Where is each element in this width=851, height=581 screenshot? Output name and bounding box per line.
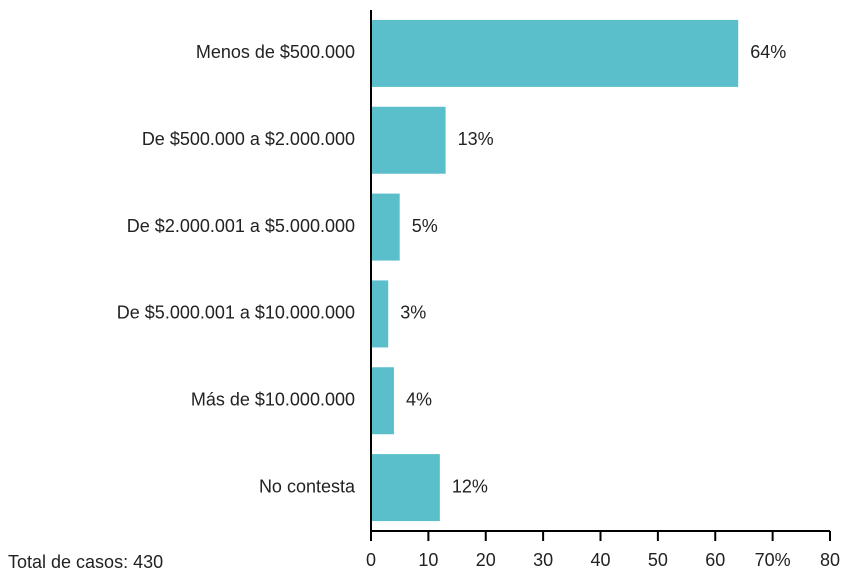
x-tick-label: 20 [476,550,496,570]
x-tick-label: 60 [705,550,725,570]
value-label: 64% [750,42,786,62]
bar [371,106,446,174]
bar [371,193,400,261]
x-tick-label: 70% [755,550,791,570]
value-label: 4% [406,390,432,410]
bar [371,280,389,348]
value-label: 13% [458,129,494,149]
x-tick-label: 10 [418,550,438,570]
x-tick-label: 30 [533,550,553,570]
y-tick-label: De $5.000.001 a $10.000.000 [117,303,355,323]
y-tick-label: Más de $10.000.000 [191,390,355,410]
y-tick-label: No contesta [259,476,356,496]
x-tick-label: 50 [648,550,668,570]
x-tick-label: 40 [590,550,610,570]
bar [371,454,440,522]
value-label: 5% [412,216,438,236]
value-label: 12% [452,476,488,496]
value-label: 3% [400,303,426,323]
y-tick-label: Menos de $500.000 [196,42,355,62]
bar [371,19,739,87]
x-tick-label: 80 [820,550,840,570]
x-tick-label: 0 [366,550,376,570]
bar [371,367,394,435]
y-tick-label: De $500.000 a $2.000.000 [142,129,355,149]
annotation: Total de casos: 430 [8,552,163,572]
y-tick-label: De $2.000.001 a $5.000.000 [127,216,355,236]
